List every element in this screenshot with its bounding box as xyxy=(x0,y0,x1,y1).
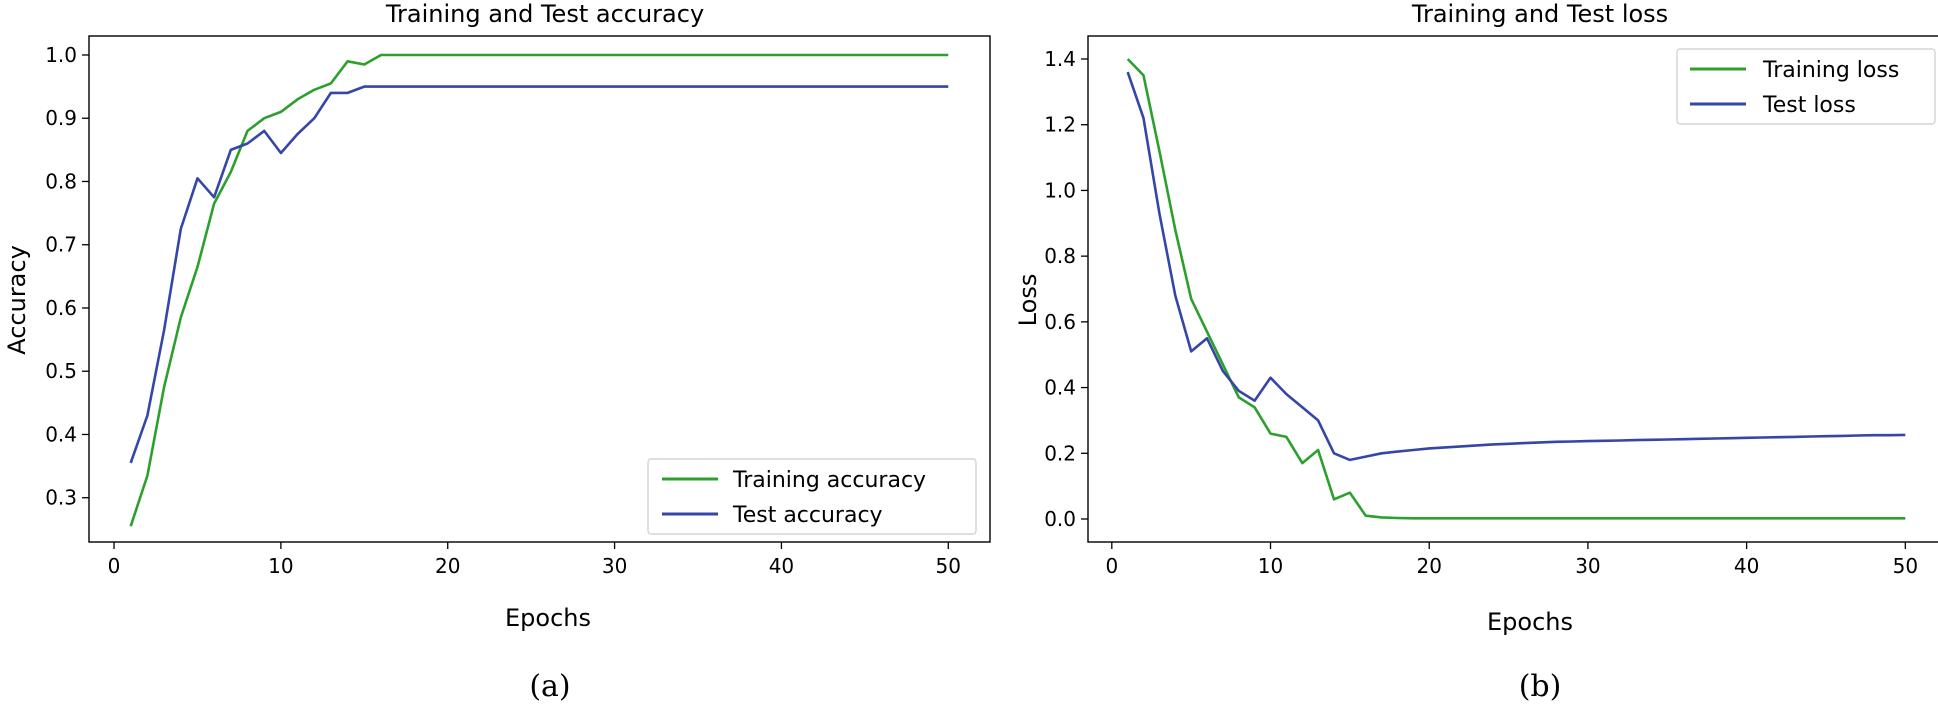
legend-label-training-accuracy: Training accuracy xyxy=(732,468,926,493)
legend-label-training-loss: Training loss xyxy=(1762,58,1899,83)
y-tick-label: 0.7 xyxy=(45,233,77,257)
y-tick-label: 1.2 xyxy=(1044,113,1076,137)
figure-caption-a: (a) xyxy=(529,669,570,704)
figure-caption-b: (b) xyxy=(1519,669,1562,704)
y-tick-label: 0.2 xyxy=(1044,441,1076,465)
x-tick-label: 50 xyxy=(936,554,961,578)
accuracy-chart: Training and Test accuracy 0 10 20 30 40 50 0… xyxy=(3,0,991,704)
y-tick-label: 0.8 xyxy=(1044,244,1076,268)
legend-label-test-loss: Test loss xyxy=(1762,93,1856,118)
y-tick-label: 0.6 xyxy=(45,296,77,320)
y-tick-label: 0.3 xyxy=(45,486,77,510)
legend-label-test-accuracy: Test accuracy xyxy=(732,503,883,528)
series-line-training-accuracy xyxy=(129,53,949,527)
y-tick-label: 0.6 xyxy=(1044,310,1076,334)
x-tick-label: 40 xyxy=(769,554,794,578)
x-axis: 0 10 20 30 40 50 xyxy=(1105,542,1918,578)
legend-box xyxy=(647,458,977,535)
y-axis-label: Loss xyxy=(1014,274,1042,327)
chart-title: Training and Test loss xyxy=(1411,0,1668,28)
y-tick-label: 0.4 xyxy=(45,422,77,446)
y-tick-label: 0.8 xyxy=(45,169,77,193)
y-tick-label: 0.9 xyxy=(45,106,77,130)
x-tick-label: 40 xyxy=(1734,554,1759,578)
x-tick-label: 50 xyxy=(1893,554,1918,578)
chart-title: Training and Test accuracy xyxy=(385,0,704,28)
x-tick-label: 0 xyxy=(1105,554,1118,578)
y-tick-label: 0.4 xyxy=(1044,376,1076,400)
series-line-test-accuracy xyxy=(129,85,949,464)
series-layer xyxy=(1126,58,1906,520)
loss-chart: Training and Test loss 0 10 20 30 40 50 0.00.… xyxy=(1014,0,1938,704)
y-axis: 0.3 0.4 0.5 0.6 0.7 0.8 0.9 1.0 xyxy=(45,43,89,510)
x-tick-label: 0 xyxy=(108,554,121,578)
x-tick-label: 30 xyxy=(602,554,627,578)
plot-frame xyxy=(1087,35,1938,543)
series-line-test-loss xyxy=(1126,71,1906,462)
x-tick-label: 10 xyxy=(268,554,293,578)
y-tick-label: 1.0 xyxy=(1044,178,1076,202)
y-axis: 0.0 0.2 0.4 0.6 0.8 1.0 1.2 1.4 xyxy=(1044,47,1088,531)
y-tick-label: 0.0 xyxy=(1044,507,1076,531)
x-tick-label: 20 xyxy=(1416,554,1441,578)
series-layer xyxy=(129,53,949,527)
x-tick-label: 10 xyxy=(1258,554,1283,578)
x-axis-label: Epochs xyxy=(505,604,591,632)
y-tick-label: 1.4 xyxy=(1044,47,1076,71)
plot-frame xyxy=(88,35,991,543)
y-tick-label: 0.5 xyxy=(45,359,77,383)
y-axis-label: Accuracy xyxy=(3,245,31,355)
legend: Training accuracy Test accuracy xyxy=(647,458,977,535)
x-axis-label: Epochs xyxy=(1487,608,1573,636)
x-tick-label: 30 xyxy=(1575,554,1600,578)
series-line-training-loss xyxy=(1126,58,1906,520)
legend: Training loss Test loss xyxy=(1676,48,1936,125)
x-axis: 0 10 20 30 40 50 xyxy=(108,542,961,578)
y-tick-label: 1.0 xyxy=(45,43,77,67)
x-tick-label: 20 xyxy=(435,554,460,578)
